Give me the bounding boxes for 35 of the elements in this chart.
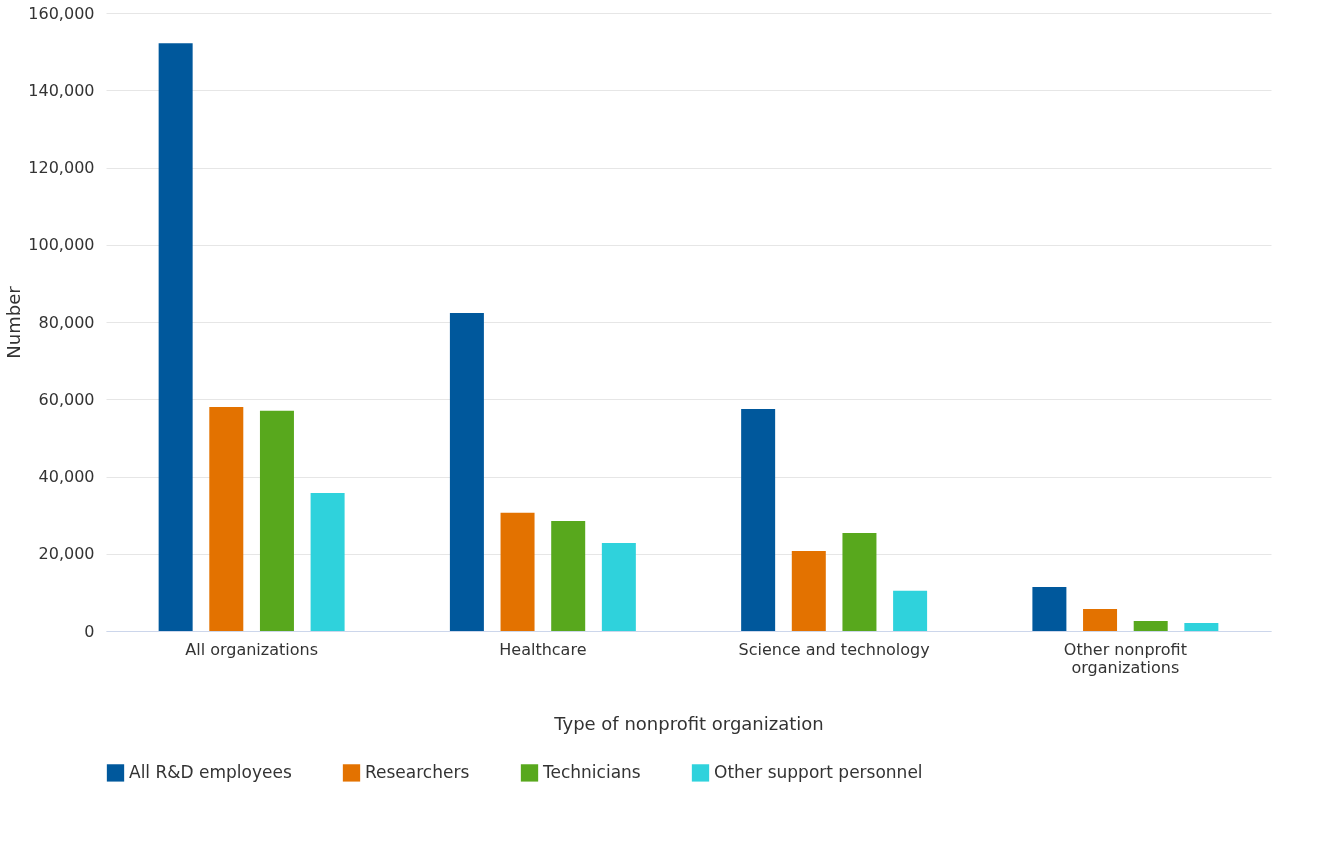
y-axis-title: Number (3, 285, 25, 359)
bar (500, 512, 535, 631)
x-tick-label: Healthcare (499, 639, 587, 659)
y-tick-label: 160,000 (28, 3, 95, 23)
y-tick-label: 140,000 (28, 80, 95, 100)
y-tick-label: 0 (84, 621, 95, 641)
bar (158, 43, 193, 631)
bar (449, 313, 484, 631)
bar (842, 532, 877, 631)
legend-label: All R&D employees (129, 761, 292, 782)
bar (259, 410, 294, 631)
bar (601, 542, 636, 631)
y-tick-label: 100,000 (28, 235, 95, 255)
y-tick-label: 80,000 (38, 312, 95, 332)
x-tick-label: Other nonprofit organizations (1063, 639, 1187, 677)
bar (551, 520, 586, 631)
legend-label: Researchers (365, 761, 470, 782)
x-tick-label: Science and technology (738, 639, 930, 659)
y-tick-label: 20,000 (38, 544, 95, 564)
y-tick-label: 120,000 (28, 158, 95, 177)
legend-label: Other support personnel (714, 761, 923, 782)
legend-label: Technicians (542, 761, 641, 782)
bar (209, 406, 244, 631)
bar (1133, 620, 1168, 631)
bar (1083, 608, 1118, 631)
bar (791, 551, 826, 631)
y-tick-label: 60,000 (38, 389, 95, 409)
bar (1184, 622, 1219, 631)
bar (893, 590, 928, 631)
bar (310, 493, 345, 631)
x-axis-title: Type of nonprofit organization (553, 712, 824, 734)
x-tick-label: All organizations (185, 639, 318, 659)
bar (1032, 586, 1067, 631)
bar (741, 408, 776, 631)
y-tick-label: 40,000 (38, 467, 95, 486)
